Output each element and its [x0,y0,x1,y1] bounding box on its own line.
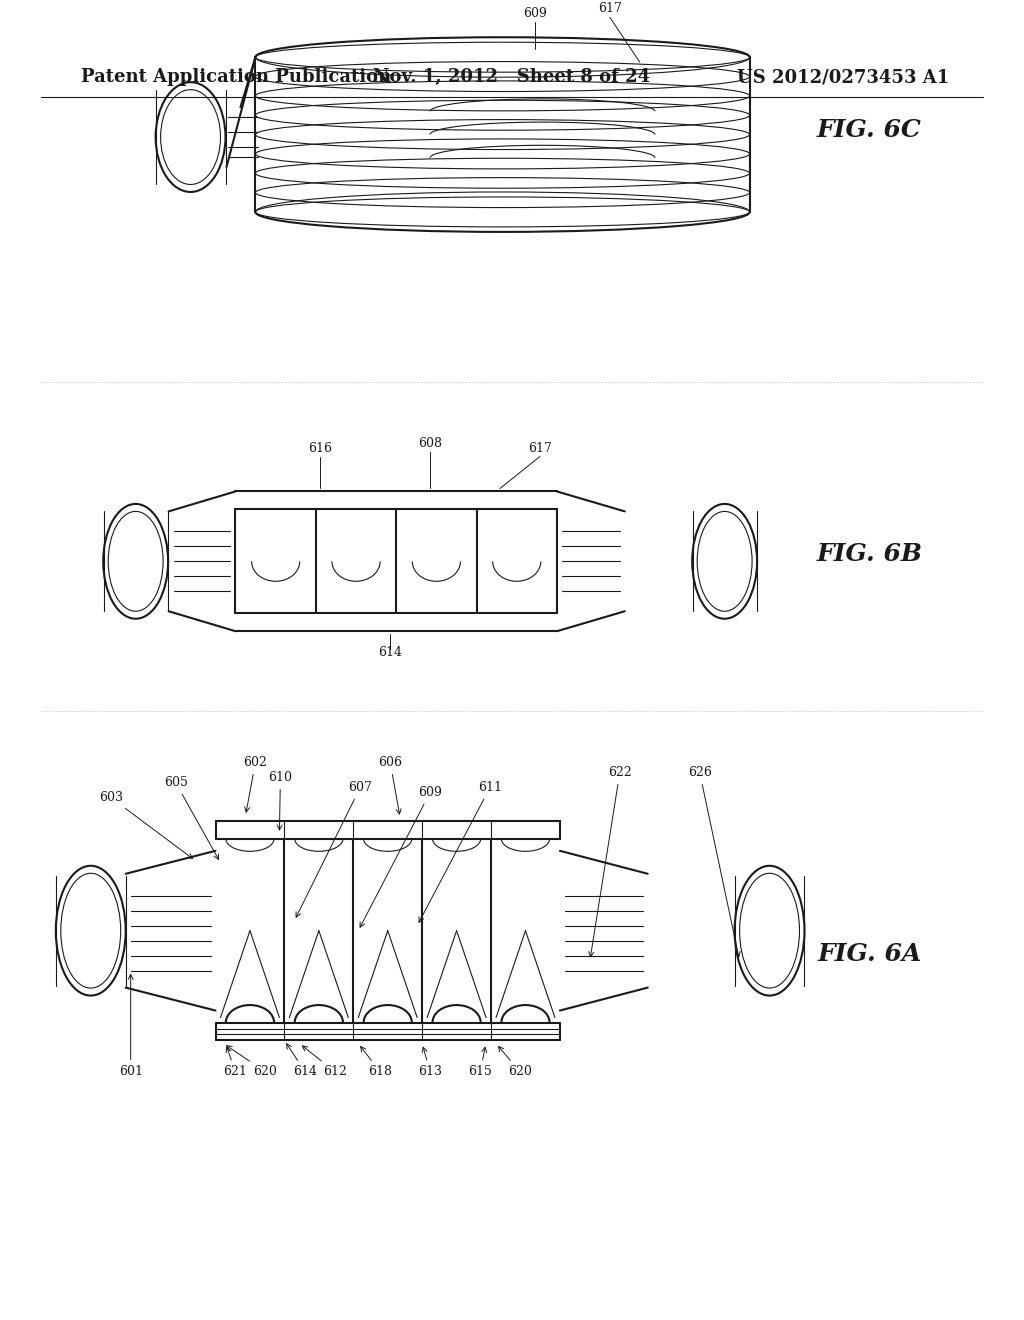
Text: FIG. 6A: FIG. 6A [817,941,922,966]
Text: 609: 609 [360,785,442,927]
Text: 615: 615 [468,1047,492,1078]
Text: FIG. 6C: FIG. 6C [817,117,922,143]
Text: 605: 605 [164,776,218,859]
Text: 614: 614 [287,1044,317,1078]
Text: 609: 609 [523,8,547,20]
Text: 617: 617 [528,441,552,454]
Text: 620: 620 [226,1045,278,1078]
Text: 603: 603 [98,791,193,858]
Text: 613: 613 [418,1047,442,1078]
Text: 621: 621 [223,1047,248,1078]
Text: 607: 607 [296,781,372,917]
Text: Patent Application Publication: Patent Application Publication [81,69,391,86]
Text: 616: 616 [308,441,333,454]
Text: 606: 606 [378,756,402,814]
Text: 602: 602 [244,756,267,812]
Text: 612: 612 [302,1045,347,1078]
Text: 611: 611 [419,781,502,923]
Text: Nov. 1, 2012   Sheet 8 of 24: Nov. 1, 2012 Sheet 8 of 24 [374,69,650,86]
Text: 620: 620 [499,1047,531,1078]
Text: 608: 608 [418,437,442,450]
Text: 610: 610 [268,771,293,830]
Text: 622: 622 [589,766,632,957]
Text: 626: 626 [688,766,740,957]
Text: 601: 601 [119,974,142,1078]
Text: FIG. 6B: FIG. 6B [816,543,923,566]
Text: US 2012/0273453 A1: US 2012/0273453 A1 [737,69,949,86]
Text: 614: 614 [378,647,402,659]
Text: 617: 617 [598,3,622,16]
Text: 618: 618 [360,1047,392,1078]
